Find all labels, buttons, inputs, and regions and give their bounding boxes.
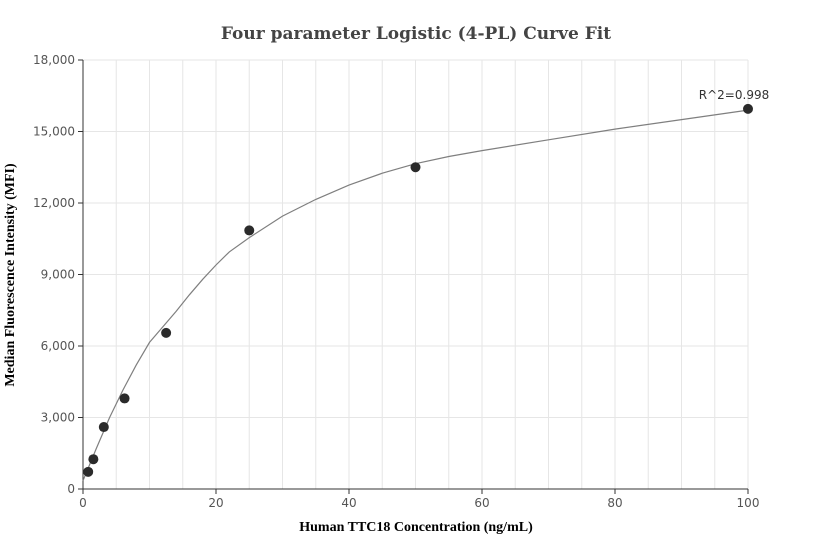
axes <box>78 59 749 494</box>
tick-labels: 0 20 40 60 80 100 0 3,000 6,000 9,000 12,000 15,000… <box>33 53 759 510</box>
y-axis-label: Median Fluorescence Intensity (MFI) <box>3 163 18 387</box>
fit-curve <box>82 109 749 481</box>
x-tick-label: 60 <box>474 496 489 510</box>
data-point <box>743 103 753 114</box>
y-tick-label: 12,000 <box>33 196 75 210</box>
x-tick-label: 0 <box>79 496 87 510</box>
x-tick-label: 40 <box>341 496 356 510</box>
y-tick-label: 15,000 <box>33 125 75 139</box>
y-tick-label: 18,000 <box>33 53 75 67</box>
data-points <box>83 103 753 477</box>
data-point <box>244 225 255 236</box>
data-point <box>83 466 94 477</box>
y-tick-label: 3,000 <box>41 411 75 425</box>
data-point <box>98 422 109 433</box>
data-point <box>161 327 172 338</box>
x-tick-label: 80 <box>607 496 622 510</box>
r-squared-annotation: R^2=0.998 <box>699 88 769 102</box>
chart-title: Four parameter Logistic (4-PL) Curve Fit <box>221 24 611 44</box>
y-tick-label: 9,000 <box>41 268 75 282</box>
grid <box>83 59 749 489</box>
data-point <box>88 454 99 465</box>
x-tick-label: 20 <box>208 496 223 510</box>
y-tick-label: 0 <box>67 482 75 496</box>
data-point <box>410 162 421 173</box>
y-tick-label: 6,000 <box>41 339 75 353</box>
fit-curve-group <box>82 109 749 481</box>
data-point <box>119 393 130 404</box>
x-axis-label: Human TTC18 Concentration (ng/mL) <box>299 520 533 535</box>
x-tick-label: 100 <box>737 496 760 510</box>
